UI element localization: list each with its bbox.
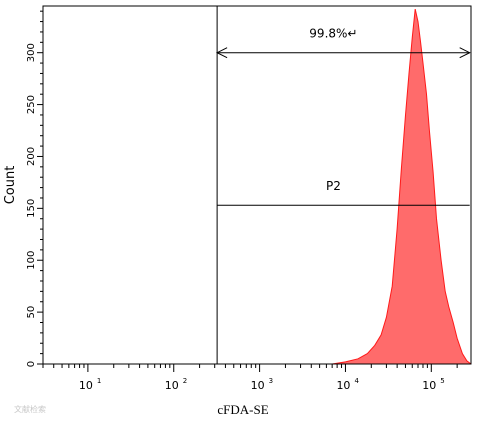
gate-label-1: P2: [326, 179, 341, 193]
y-tick-label-2: 100: [26, 251, 37, 270]
x-tick-label-0: 10: [79, 379, 93, 392]
x-tick-label-1: 10: [165, 379, 179, 392]
y-tick-label-4: 200: [26, 147, 37, 166]
y-tick-label-6: 300: [26, 43, 37, 62]
x-tick-label-3: 10: [336, 379, 350, 392]
y-tick-label-5: 250: [26, 95, 37, 114]
y-tick-label-1: 50: [26, 306, 37, 319]
histogram-series-0: [332, 8, 471, 364]
x-tick-label-4: 10: [422, 379, 436, 392]
x-tick-exp-3: 4: [354, 377, 359, 385]
histogram-area: [332, 8, 471, 364]
gate-layer: 99.8%↵ P2: [215, 27, 471, 206]
y-tick-label-0: 0: [26, 361, 37, 367]
y-axis-ticks: 0 50 100 150 200 250 300: [26, 10, 43, 367]
x-tick-exp-4: 5: [440, 377, 444, 385]
x-tick-exp-2: 3: [269, 377, 273, 385]
gate-label-0: 99.8%↵: [309, 27, 357, 41]
x-tick-label-2: 10: [251, 379, 265, 392]
x-tick-exp-0: 1: [97, 377, 101, 385]
y-axis-label: Count: [3, 166, 18, 205]
x-axis-label: cFDA-SE: [217, 402, 268, 417]
y-tick-label-3: 150: [26, 199, 37, 218]
gate-arrow-right: [459, 47, 471, 59]
x-tick-exp-1: 2: [183, 377, 187, 385]
x-axis-ticks: 10 1 10 2 10 3 10 4 10 5: [42, 364, 458, 392]
watermark: 文献检索: [14, 404, 46, 414]
plot-frame: [42, 5, 472, 365]
